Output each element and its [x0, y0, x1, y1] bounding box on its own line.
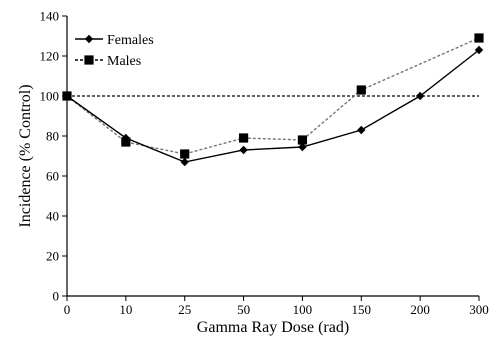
data-point-females — [121, 133, 131, 143]
data-point-females — [474, 45, 484, 55]
data-point-females — [357, 125, 366, 135]
legend-marker-females — [84, 34, 94, 44]
data-point-males — [180, 149, 190, 159]
data-point-females — [415, 91, 425, 101]
data-point-females — [180, 157, 189, 167]
data-point-males — [356, 85, 366, 95]
data-point-females — [239, 145, 248, 155]
legend-label-males: Males — [107, 54, 141, 69]
axes-layer: 0 20 40 60 80 100 120 140 0 10 25 50 100 150 200 300 — [40, 9, 489, 318]
legend-item-males: Males — [75, 54, 141, 69]
legend: Females Males — [75, 33, 154, 69]
legend-item-females: Females — [75, 33, 154, 48]
x-tick-label: 300 — [469, 302, 489, 317]
legend-label-females: Females — [107, 33, 154, 48]
y-tick-label: 80 — [46, 129, 59, 144]
data-point-males — [297, 135, 308, 145]
data-point-females — [62, 91, 72, 101]
legend-marker-males — [84, 55, 94, 65]
series-line-females — [66, 49, 480, 163]
x-tick-label: 100 — [293, 302, 313, 317]
x-tick-label: 25 — [178, 302, 191, 317]
x-tick-label: 200 — [410, 302, 430, 317]
series-females — [62, 45, 484, 167]
y-tick-label: 120 — [40, 49, 60, 64]
data-point-males — [238, 133, 249, 143]
y-tick-label: 100 — [40, 89, 60, 104]
x-tick-label: 0 — [64, 302, 71, 317]
data-point-males — [474, 33, 484, 43]
x-tick-label: 50 — [237, 302, 250, 317]
series-layer — [62, 33, 484, 167]
y-tick-label: 0 — [53, 289, 60, 304]
data-point-females — [298, 142, 307, 152]
x-tick-label: 150 — [352, 302, 372, 317]
x-tick-label: 10 — [119, 302, 132, 317]
y-tick-label: 40 — [46, 209, 59, 224]
y-tick-label: 20 — [46, 249, 59, 264]
x-axis-title: Gamma Ray Dose (rad) — [197, 319, 349, 336]
y-tick-label: 140 — [40, 9, 60, 24]
y-tick-label: 60 — [46, 169, 59, 184]
y-axis-title: Incidence (% Control) — [17, 84, 34, 227]
